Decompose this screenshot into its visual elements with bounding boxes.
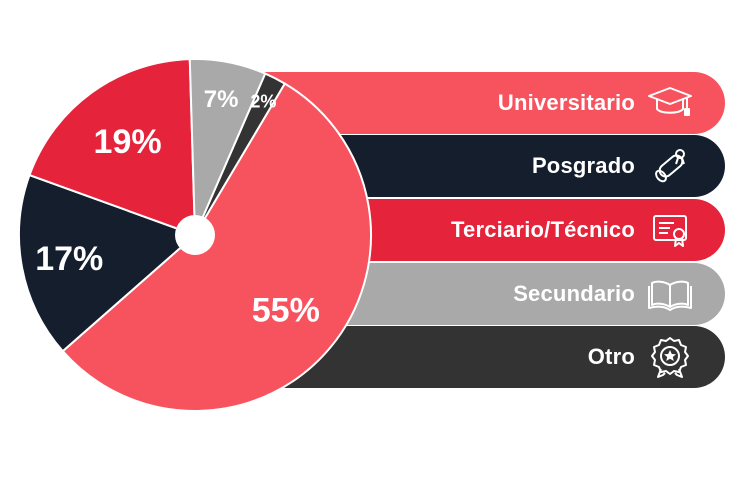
- legend-label-posgrado: Posgrado: [531, 153, 635, 178]
- graduation-cap-icon: [647, 83, 693, 123]
- legend-label-terciario: Terciario/Técnico: [451, 217, 635, 242]
- legend-label-secundario: Secundario: [513, 281, 635, 306]
- award-badge-icon: [647, 337, 693, 378]
- pie-slice-secundario: [188, 58, 267, 236]
- pie-slice-universitario: [61, 82, 372, 412]
- diploma-scroll-icon: [647, 146, 693, 186]
- pie-label-terciario-t-cnico: 19%: [94, 123, 162, 161]
- pie-label-otro: 2%: [250, 91, 276, 111]
- legend-label-otro: Otro: [587, 344, 635, 369]
- open-book-icon: [647, 274, 693, 314]
- legend-bar-universitario: Universitario: [262, 72, 725, 134]
- certificate-icon: [647, 210, 693, 250]
- pie-center-hole: [175, 215, 215, 255]
- pie-slice-terciario-t-cnico: [28, 58, 197, 237]
- legend-label-universitario: Universitario: [497, 90, 635, 115]
- pie-label-universitario: 55%: [252, 291, 320, 329]
- pie-label-secundario: 7%: [204, 86, 239, 113]
- pie-label-posgrado: 17%: [35, 240, 103, 278]
